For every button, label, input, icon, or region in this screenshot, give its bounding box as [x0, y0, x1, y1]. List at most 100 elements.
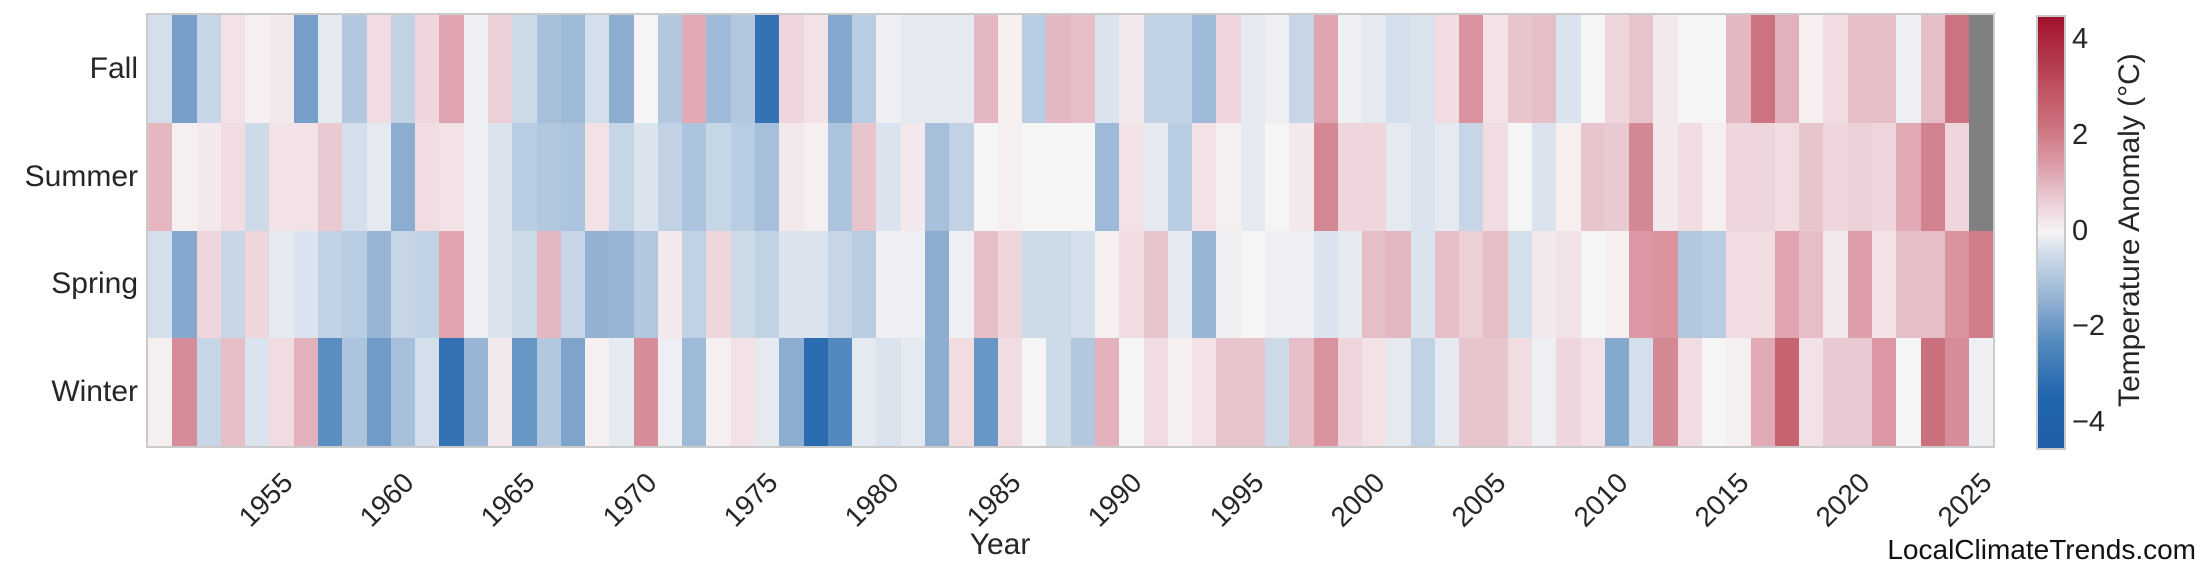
colorbar-gradient	[2038, 17, 2064, 448]
heatmap-cell-spring-2008	[1556, 230, 1581, 339]
heatmap-cell-summer-2022	[1896, 122, 1921, 231]
heatmap-cell-fall-1960	[390, 15, 416, 123]
heatmap-cell-spring-1987	[1046, 230, 1071, 339]
heatmap-cell-spring-1955	[269, 230, 294, 339]
heatmap-cell-winter-2006	[1507, 338, 1533, 446]
heatmap-cell-winter-2024	[1944, 338, 1970, 446]
heatmap-cell-summer-2015	[1726, 122, 1751, 231]
heatmap-cell-spring-1967	[560, 230, 586, 339]
heatmap-cell-summer-2013	[1677, 122, 1702, 231]
heatmap-cell-spring-1975	[755, 230, 780, 339]
colorbar-tick-4: 4	[2072, 23, 2089, 55]
heatmap-cell-winter-2009	[1580, 338, 1605, 446]
heatmap-cell-summer-1974	[730, 122, 756, 231]
heatmap-cell-spring-2009	[1580, 230, 1605, 339]
heatmap-cell-fall-1986	[1022, 15, 1047, 123]
heatmap-cell-spring-1960	[390, 230, 416, 339]
heatmap-cell-fall-1959	[366, 15, 391, 123]
heatmap-cell-winter-1961	[415, 338, 440, 446]
heatmap-cell-winter-1952	[196, 338, 221, 446]
heatmap-cell-summer-1958	[342, 122, 367, 231]
heatmap-cell-spring-2017	[1774, 230, 1800, 339]
heatmap-cell-fall-1969	[609, 15, 634, 123]
heatmap-cell-spring-1996	[1264, 230, 1290, 339]
heatmap-cell-summer-1998	[1313, 122, 1338, 231]
heatmap-cell-spring-2001	[1386, 230, 1411, 339]
heatmap-cell-spring-1982	[925, 230, 950, 339]
x-tick-label-1960: 1960	[353, 466, 420, 533]
heatmap-cell-fall-1995	[1240, 15, 1265, 123]
heatmap-cell-fall-1974	[730, 15, 756, 123]
heatmap-cell-winter-1965	[512, 338, 537, 446]
heatmap-cell-fall-2010	[1604, 15, 1630, 123]
heatmap-cell-fall-1989	[1094, 15, 1120, 123]
heatmap-cell-fall-2024	[1944, 15, 1970, 123]
heatmap-cell-spring-1957	[317, 230, 343, 339]
heatmap-cell-fall-2017	[1774, 15, 1800, 123]
heatmap-cell-winter-2021	[1871, 338, 1897, 446]
x-axis-title: Year	[969, 528, 1031, 561]
heatmap-cell-spring-1974	[730, 230, 756, 339]
heatmap-cell-spring-1978	[827, 230, 853, 339]
heatmap-cell-fall-2004	[1459, 15, 1484, 123]
heatmap-cell-fall-1975	[755, 15, 780, 123]
heatmap-cell-spring-2012	[1653, 230, 1678, 339]
heatmap-cell-winter-2012	[1653, 338, 1678, 446]
heatmap-row-spring	[148, 230, 1994, 339]
x-tick-label-2005: 2005	[1445, 466, 1512, 533]
heatmap-cell-fall-1994	[1216, 15, 1241, 123]
heatmap-cell-fall-1957	[317, 15, 343, 123]
heatmap-cell-winter-2004	[1459, 338, 1484, 446]
heatmap-cell-fall-1993	[1192, 15, 1217, 123]
heatmap-cell-winter-2013	[1677, 338, 1702, 446]
heatmap-cell-summer-1959	[366, 122, 391, 231]
heatmap-cell-fall-2020	[1847, 15, 1872, 123]
heatmap-cell-summer-1962	[439, 122, 464, 231]
heatmap-cell-winter-2001	[1386, 338, 1411, 446]
heatmap-cell-summer-1986	[1022, 122, 1047, 231]
heatmap-cell-fall-2009	[1580, 15, 1605, 123]
heatmap-cell-summer-2007	[1532, 122, 1557, 231]
heatmap-cell-summer-1996	[1264, 122, 1290, 231]
heatmap-cell-winter-1997	[1289, 338, 1314, 446]
heatmap-cell-fall-2012	[1653, 15, 1678, 123]
heatmap-cell-winter-2019	[1823, 338, 1848, 446]
heatmap-cell-fall-1952	[196, 15, 221, 123]
x-tick-label-1970: 1970	[596, 466, 663, 533]
heatmap-cell-summer-1984	[973, 122, 998, 231]
heatmap-cell-summer-2014	[1702, 122, 1727, 231]
heatmap-cell-spring-1969	[609, 230, 634, 339]
heatmap-cell-spring-1968	[585, 230, 610, 339]
colorbar-tick-0: 0	[2072, 215, 2089, 247]
heatmap-cell-winter-2022	[1896, 338, 1921, 446]
heatmap-cell-winter-2008	[1556, 338, 1581, 446]
heatmap-cell-spring-1985	[997, 230, 1023, 339]
heatmap-cell-summer-1991	[1143, 122, 1168, 231]
heatmap-cell-winter-1979	[852, 338, 877, 446]
heatmap-cell-winter-1969	[609, 338, 634, 446]
heatmap-cell-spring-1958	[342, 230, 367, 339]
heatmap-cell-winter-2017	[1774, 338, 1800, 446]
heatmap-cell-summer-1993	[1192, 122, 1217, 231]
heatmap-cell-winter-1981	[900, 338, 925, 446]
heatmap-cell-winter-1996	[1264, 338, 1290, 446]
heatmap-cell-fall-1980	[876, 15, 901, 123]
x-tick-label-2000: 2000	[1324, 466, 1391, 533]
x-tick-label-2020: 2020	[1809, 466, 1876, 533]
heatmap-cell-summer-2025	[1969, 122, 1994, 231]
heatmap-cell-summer-1967	[560, 122, 586, 231]
watermark: LocalClimateTrends.com	[1887, 534, 2196, 565]
heatmap-cell-spring-1976	[779, 230, 804, 339]
heatmap-cell-fall-2014	[1702, 15, 1727, 123]
row-label-winter: Winter	[51, 375, 138, 408]
heatmap-cell-winter-2023	[1920, 338, 1945, 446]
heatmap-cell-fall-1973	[706, 15, 731, 123]
x-tick-label-1995: 1995	[1203, 466, 1270, 533]
heatmap-cell-spring-2011	[1629, 230, 1654, 339]
heatmap-cell-spring-1959	[366, 230, 391, 339]
heatmap-cell-fall-1954	[245, 15, 270, 123]
heatmap-cell-summer-2003	[1434, 122, 1460, 231]
heatmap-cell-winter-2020	[1847, 338, 1872, 446]
heatmap-cell-summer-2021	[1871, 122, 1897, 231]
heatmap-cell-spring-1977	[803, 230, 828, 339]
